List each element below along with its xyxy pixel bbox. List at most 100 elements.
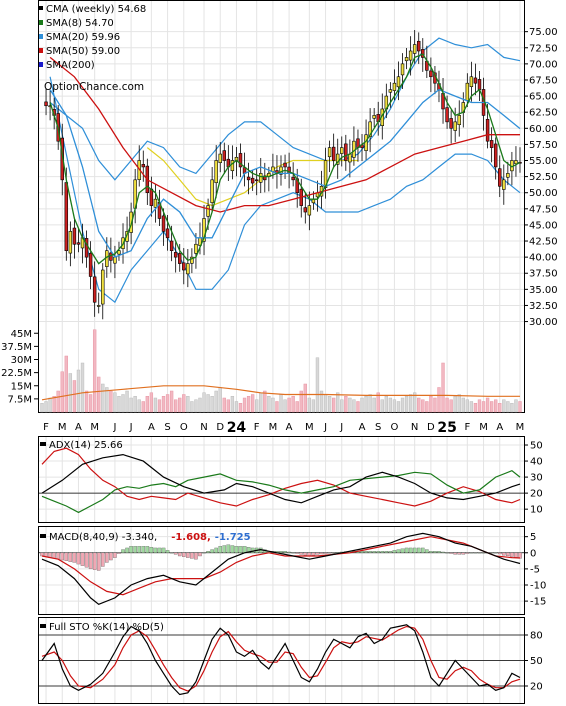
macd-histogram-bar [465, 552, 470, 554]
volume-bar [84, 390, 89, 413]
volume-bar [145, 396, 149, 413]
price-panel: 30.00 32.50 35.00 37.50 40.00 42.50 45.00 47.50… [1, 0, 558, 413]
volume-bar [153, 397, 158, 413]
macd-histogram-bar [295, 552, 299, 554]
candle-body [186, 263, 190, 275]
candle-body [417, 40, 421, 52]
volume-bar [331, 397, 336, 413]
macd-histogram-bar [481, 552, 486, 554]
macd-histogram [40, 544, 522, 571]
axis-tick-label: 30 [530, 473, 543, 484]
price-tick-label: 60.00 [529, 124, 558, 135]
macd-histogram-bar [319, 552, 324, 555]
candle-body [469, 76, 474, 87]
candle-body [149, 188, 154, 206]
volume-bar [101, 383, 105, 413]
macd-histogram-bar [497, 552, 502, 555]
sma50-line [49, 56, 520, 213]
candle-body [408, 50, 413, 61]
x-tick-label: 24 [227, 420, 247, 436]
macd-histogram-bar [388, 551, 393, 553]
adx-line [41, 453, 521, 504]
axis-tick-label: 20 [530, 489, 543, 500]
volume-bar [80, 362, 85, 413]
macd-histogram-bar [287, 551, 291, 553]
volume-bar [218, 387, 222, 413]
legend-ticker: CMA (weekly) 54.68 [46, 4, 146, 15]
price-tick-label: 47.50 [529, 204, 558, 215]
volume-bar [384, 396, 388, 413]
macd-histogram-bar [514, 552, 518, 558]
price-tick-label: 55.00 [529, 156, 558, 167]
candle-body [254, 179, 259, 182]
volume-bar [457, 394, 461, 413]
volume-bar [271, 397, 275, 413]
price-tick-label: 50.00 [529, 188, 558, 199]
macd-histogram-bar [469, 552, 474, 554]
candle-body [291, 176, 295, 181]
volume-bar [372, 397, 376, 413]
candle-body [400, 63, 405, 76]
macd-histogram-bar [56, 552, 60, 560]
price-tick-label: 65.00 [529, 92, 558, 103]
volume-bar [161, 396, 166, 413]
candle-body [340, 147, 344, 154]
volume-axis: 7.5M 15M 22.5M 30M 37.5M 45M [1, 329, 39, 405]
candle-body [92, 276, 97, 303]
volume-bar [461, 397, 465, 413]
candle-body [392, 82, 397, 91]
macd-histogram-bar [335, 552, 340, 554]
volume-bar [149, 392, 154, 413]
bb-lower-line [49, 76, 521, 304]
volume-bar [392, 399, 397, 413]
macd-histogram-bar [441, 551, 445, 553]
volume-bar [113, 392, 117, 413]
x-tick-label: F [43, 422, 49, 433]
macd-histogram-bar [80, 552, 85, 566]
legend-swatch [39, 62, 43, 67]
macd-histogram-bar [291, 552, 295, 554]
volume-bar [44, 401, 48, 413]
macd-axis: 5 0 -5 -10 -15 [524, 532, 546, 608]
candle-body [502, 179, 506, 190]
candle-body [412, 44, 417, 54]
volume-bar [368, 394, 372, 413]
macd-histogram-bar [105, 552, 109, 563]
macd-histogram-bar [437, 551, 441, 553]
watermark: OptionChance.com [44, 81, 144, 93]
x-tick-label: M [90, 422, 99, 433]
moving-averages [49, 53, 521, 265]
volume-bar [445, 397, 449, 413]
volume-bar [417, 397, 421, 413]
candle-body [514, 160, 518, 165]
x-tick-label: D [216, 422, 224, 433]
candle-body [169, 240, 174, 251]
volume-bar [380, 399, 384, 413]
adx-gridlines [39, 437, 524, 522]
price-tick-label: 67.50 [529, 75, 558, 86]
price-tick-label: 45.00 [529, 220, 558, 231]
sto-panel: 20 50 80 Full STO %K(14) %D(5) [38, 617, 543, 704]
macd-histogram-bar [177, 552, 182, 557]
volume-bar [267, 396, 271, 413]
volume-bar [222, 397, 226, 413]
x-tick-label: J [112, 422, 116, 433]
x-tick-label: F [254, 422, 260, 433]
macd-histogram-bar [506, 552, 510, 557]
macd-legend-swatch [40, 534, 46, 538]
volume-bar [481, 401, 486, 413]
axis-tick-label: 20 [530, 682, 543, 693]
candle-body [493, 143, 498, 168]
adx-lines [41, 447, 521, 514]
volume-bar [234, 401, 239, 413]
axis-tick-label: -10 [530, 581, 546, 592]
axis-tick-label: -15 [530, 597, 546, 608]
sto-legend-swatch [40, 624, 46, 628]
candle-body [449, 118, 453, 129]
candle-body [206, 205, 210, 217]
adx-panel-frame [38, 436, 525, 523]
candle-body [194, 243, 198, 254]
macd-histogram-bar [165, 550, 170, 553]
x-tick-label: J [323, 422, 327, 433]
volume-bar [425, 401, 429, 413]
